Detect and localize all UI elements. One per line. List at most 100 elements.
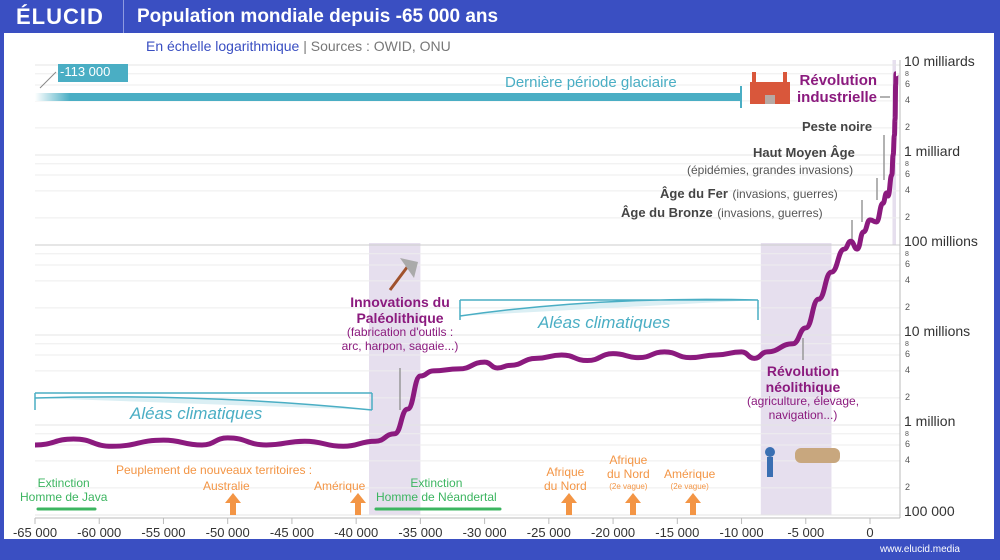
y-tick-label: 10 milliards [904, 53, 975, 69]
x-tick-label: -35 000 [398, 525, 443, 540]
x-tick-label: -65 000 [12, 525, 58, 540]
fer-label: Âge du Fer [660, 186, 728, 201]
bronze-sub: (invasions, guerres) [717, 206, 823, 220]
fer-sub: (invasions, guerres) [732, 187, 838, 201]
amerique-label: Amérique [314, 479, 366, 493]
axe-icon [388, 258, 418, 291]
sources: Sources : OWID, ONU [310, 38, 451, 54]
glacial-label: Dernière période glaciaire [505, 74, 677, 91]
paleo-sub-2: arc, harpon, sagaie...) [341, 338, 459, 353]
subtitle-sep: | [303, 38, 307, 54]
peuplement-label: Peuplement de nouveaux territoires : [116, 463, 313, 477]
paleo-sub-1: (fabrication d'outils : [346, 325, 454, 340]
neandertal-annotation: Extinction Homme de Néandertal [376, 476, 497, 505]
y-minor-label: 4 [905, 275, 911, 286]
arrow-afrique-nord-2 [625, 493, 641, 515]
industrial-label-1: Révolution [799, 72, 878, 89]
amerique2-sub: (2e vague) [670, 481, 709, 491]
bronze-label: Âge du Bronze [621, 205, 713, 220]
x-tick-label: -10 000 [719, 525, 764, 540]
x-tick-label: -15 000 [655, 525, 700, 540]
afrique-nord-1: Afrique [546, 465, 585, 479]
australie-label: Australie [203, 479, 250, 493]
glacial-start-arrow [39, 71, 57, 89]
y-minor-label: 8 [905, 71, 909, 79]
x-tick-label: -20 000 [591, 525, 636, 540]
aleas-label-1: Aléas climatiques [130, 404, 263, 423]
y-minor-label: 6 [905, 79, 911, 90]
glacial-fade [35, 93, 70, 101]
arrow-afrique-nord [561, 493, 577, 515]
glacial-start-label: -113 000 [60, 64, 111, 79]
fer-annotation: Âge du Fer (invasions, guerres) [660, 185, 838, 203]
amerique2-label: Amérique [664, 467, 716, 481]
paleo-annotation: Innovations du Paléolithique (fabrication … [340, 294, 460, 354]
population-curve [34, 71, 899, 449]
y-minor-label: 8 [905, 341, 909, 349]
y-tick-label: 1 milliard [904, 143, 961, 159]
afrique-nord-annotation: Afrique du Nord [544, 465, 587, 494]
y-minor-label: 4 [905, 455, 911, 466]
java-2: Homme de Java [20, 489, 108, 504]
y-minor-label: 2 [905, 302, 911, 313]
x-tick-label: -5 000 [787, 525, 825, 540]
footer-url[interactable]: www.elucid.media [879, 544, 960, 555]
header-divider [123, 0, 124, 33]
glacial-bar [35, 93, 740, 101]
amerique2-annotation: Amérique (2e vague) [664, 467, 716, 491]
logo: ÉLUCID [16, 4, 104, 29]
neo-sub-2: navigation...) [768, 407, 838, 422]
y-minor-label: 6 [905, 439, 911, 450]
y-minor-label: 2 [905, 212, 911, 223]
page-title: Population mondiale depuis -65 000 ans [137, 6, 499, 27]
scale-note: En échelle logarithmique [146, 38, 300, 54]
neo-label-1: Révolution [766, 363, 840, 379]
y-tick-label: 1 million [904, 413, 956, 429]
arrow-amerique [350, 493, 366, 515]
aleas-label-2: Aléas climatiques [538, 313, 671, 332]
peste-label: Peste noire [802, 119, 873, 134]
neo-annotation: Révolution néolithique (agriculture, éleva… [740, 363, 866, 423]
industrial-label-2: industrielle [797, 89, 878, 107]
paleo-label-2: Paléolithique [356, 310, 444, 327]
arrow-australie [225, 493, 241, 515]
y-minor-label: 8 [905, 251, 909, 259]
x-tick-label: 0 [866, 525, 874, 540]
x-tick-label: -55 000 [141, 525, 186, 540]
afrique-nord2-sub: (2e vague) [609, 481, 648, 491]
industrial-annotation: Révolution industrielle [797, 72, 877, 107]
bronze-annotation: Âge du Bronze (invasions, guerres) [621, 204, 823, 222]
glacial-start-badge [58, 64, 128, 82]
x-tick-label: -60 000 [77, 525, 122, 540]
arrow-amerique-2 [685, 493, 701, 515]
y-minor-label: 4 [905, 185, 911, 196]
y-minor-label: 6 [905, 169, 911, 180]
y-minor-label: 2 [905, 122, 911, 133]
y-minor-label: 6 [905, 259, 911, 270]
afrique-nord-2: du Nord [544, 478, 587, 493]
aleas-brace-1 [34, 392, 373, 411]
y-minor-label: 2 [905, 482, 911, 493]
paleo-label-1: Innovations du [350, 294, 450, 310]
y-minor-label: 8 [905, 431, 909, 439]
y-tick-label: 100 000 [904, 503, 955, 519]
moyen-age-label: Haut Moyen Âge [753, 145, 855, 160]
aleas-brace-2 [459, 298, 759, 320]
migration-arrows [225, 493, 701, 515]
y-tick-label: 100 millions [904, 233, 978, 249]
afrique-nord2-1: Afrique [609, 453, 648, 467]
neandertal-1: Extinction [410, 476, 463, 490]
plough-icon [765, 447, 840, 477]
shaded-period [369, 243, 421, 515]
y-minor-label: 6 [905, 349, 911, 360]
y-minor-label: 8 [905, 161, 909, 169]
x-tick-label: -50 000 [205, 525, 250, 540]
x-tick-label: -45 000 [269, 525, 314, 540]
x-tick-label: -30 000 [462, 525, 507, 540]
afrique-nord2-annotation: Afrique du Nord (2e vague) [607, 453, 650, 491]
y-minor-label: 2 [905, 392, 911, 403]
x-tick-label: -25 000 [526, 525, 571, 540]
subtitle: En échelle logarithmique | Sources : OWI… [146, 38, 451, 54]
neo-sub-1: (agriculture, élevage, [746, 394, 860, 409]
